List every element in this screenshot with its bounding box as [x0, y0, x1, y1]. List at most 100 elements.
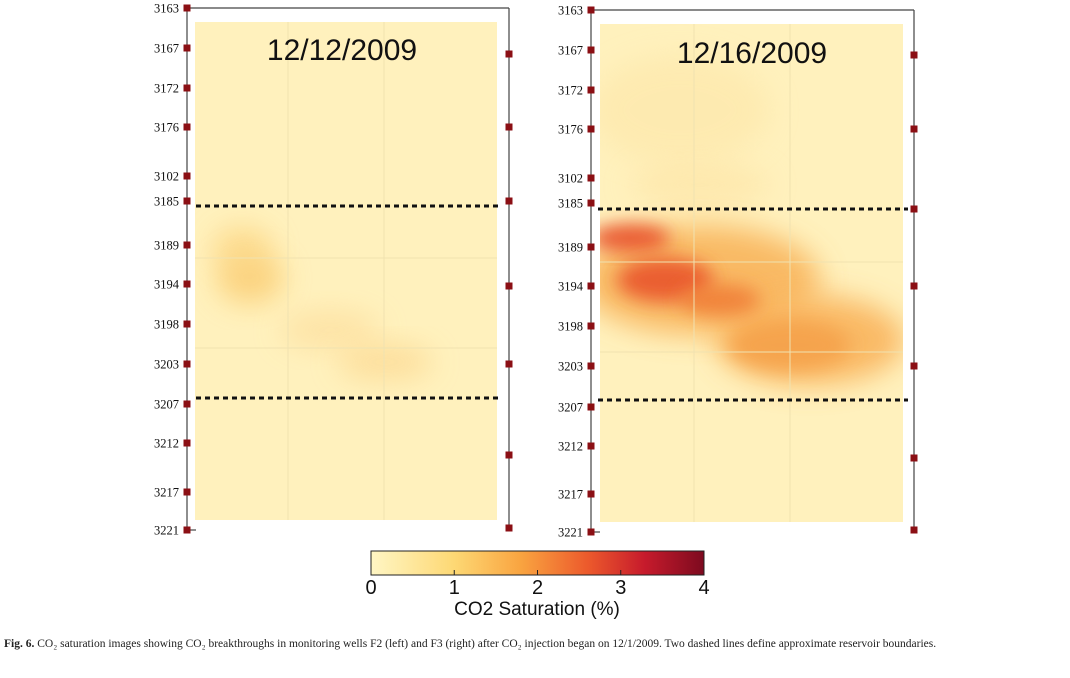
grid-left [195, 22, 497, 520]
depth-tick-label: 3102 [558, 172, 583, 186]
depth-tick-marker [587, 46, 595, 54]
colorbar-tick-label: 4 [698, 577, 709, 599]
depth-tick-marker [587, 199, 595, 207]
figure: 3163316731723176310231853189319431983203… [154, 2, 918, 620]
depth-tick-marker [183, 526, 191, 534]
depth-tick-label: 3221 [558, 526, 583, 540]
well-markers-right-right [910, 51, 918, 534]
plume-right-mid-glow [630, 165, 770, 205]
plume-right-core-3 [680, 284, 760, 316]
plume-right-core-1 [600, 224, 670, 252]
depth-tick-label: 3163 [558, 4, 583, 18]
depth-tick-marker [587, 528, 595, 536]
depth-tick-marker [183, 172, 191, 180]
sensor-marker [505, 50, 513, 58]
depth-tick-label: 3185 [558, 197, 583, 211]
depth-tick-marker [587, 403, 595, 411]
depth-tick-marker [183, 488, 191, 496]
depth-tick-marker [587, 282, 595, 290]
depth-tick-label: 3172 [154, 82, 179, 96]
depth-tick-label: 3185 [154, 195, 179, 209]
depth-ticks-left: 3163 3167 3172 3176 3102 3185 3189 3194 3198 3203… [154, 2, 191, 538]
depth-tick-label: 3203 [558, 360, 583, 374]
depth-tick-label: 3198 [558, 320, 583, 334]
depth-tick-label: 3221 [154, 524, 179, 538]
depth-tick-label: 3189 [154, 239, 179, 253]
depth-tick-marker [183, 44, 191, 52]
panel-left: 3163 3167 3172 3176 3102 3185 3189 3194 3198 3203… [154, 2, 513, 538]
well-markers-left-right [505, 50, 513, 532]
depth-tick-label: 3189 [558, 241, 583, 255]
depth-tick-marker [183, 84, 191, 92]
colorbar: 0 1 2 3 4 CO2 Saturation (%) [365, 550, 710, 620]
sensor-marker [505, 197, 513, 205]
sensor-marker [910, 282, 918, 290]
depth-tick-label: 3207 [154, 398, 179, 412]
depth-tick-label: 3212 [154, 437, 179, 451]
depth-tick-marker [183, 241, 191, 249]
depth-tick-label: 3176 [558, 123, 583, 137]
depth-tick-marker [587, 362, 595, 370]
depth-tick-label: 3198 [154, 318, 179, 332]
depth-tick-label: 3176 [154, 121, 179, 135]
depth-tick-marker [587, 322, 595, 330]
depth-tick-label: 3203 [154, 358, 179, 372]
depth-tick-label: 3172 [558, 84, 583, 98]
depth-tick-marker [183, 360, 191, 368]
sensor-marker [505, 282, 513, 290]
sensor-marker [910, 205, 918, 213]
depth-tick-label: 3167 [154, 42, 179, 56]
depth-tick-marker [587, 490, 595, 498]
caption-text: CO₂ saturation images showing CO₂ breakt… [37, 638, 937, 650]
plume-left-3 [280, 310, 380, 350]
depth-tick-label: 3163 [154, 2, 179, 16]
sensor-marker [910, 51, 918, 59]
depth-ticks-right: 3163 3167 3172 3176 3102 3185 3189 3194 3198 3203… [558, 4, 595, 540]
plume-right-upper-glow [600, 55, 770, 165]
sensor-marker [910, 362, 918, 370]
depth-tick-label: 3167 [558, 44, 583, 58]
depth-tick-marker [183, 400, 191, 408]
depth-tick-marker [587, 86, 595, 94]
sensor-marker [910, 125, 918, 133]
sensor-marker [910, 454, 918, 462]
sensor-marker [910, 526, 918, 534]
depth-tick-label: 3194 [558, 280, 584, 294]
depth-tick-marker [587, 243, 595, 251]
depth-tick-marker [183, 439, 191, 447]
depth-tick-marker [183, 4, 191, 12]
depth-tick-marker [587, 442, 595, 450]
depth-tick-label: 3207 [558, 401, 583, 415]
colorbar-tick-label: 0 [365, 577, 376, 599]
depth-tick-marker [587, 174, 595, 182]
colorbar-tick-label: 3 [615, 577, 626, 599]
colorbar-tick-label: 2 [532, 577, 543, 599]
colorbar-ticks: 0 1 2 3 4 [365, 570, 710, 599]
heatmap-right-plumes [600, 55, 903, 385]
depth-tick-marker [587, 125, 595, 133]
figure-caption: Fig. 6. CO₂ saturation images showing CO… [4, 637, 1066, 652]
panel-right: 3163 3167 3172 3176 3102 3185 3189 3194 3198 3203… [558, 4, 918, 540]
depth-tick-label: 3217 [154, 486, 179, 500]
date-label-right: 12/16/2009 [677, 37, 827, 70]
depth-tick-marker [587, 6, 595, 14]
sensor-marker [505, 360, 513, 368]
heatmap-left-plumes [212, 226, 433, 380]
plume-left-4 [337, 344, 433, 380]
colorbar-label: CO2 Saturation (%) [454, 599, 620, 620]
sensor-marker [505, 524, 513, 532]
depth-tick-marker [183, 123, 191, 131]
depth-tick-label: 3212 [558, 440, 583, 454]
depth-tick-label: 3217 [558, 488, 583, 502]
colorbar-tick-label: 1 [449, 577, 460, 599]
date-label-left: 12/12/2009 [267, 34, 417, 67]
depth-tick-marker [183, 280, 191, 288]
grid-right [600, 24, 903, 522]
depth-tick-label: 3102 [154, 170, 179, 184]
plume-left-2 [216, 252, 284, 304]
depth-tick-marker [183, 197, 191, 205]
depth-tick-label: 3194 [154, 278, 180, 292]
figure-number: Fig. 6. [4, 638, 35, 650]
depth-tick-marker [183, 320, 191, 328]
sensor-marker [505, 123, 513, 131]
